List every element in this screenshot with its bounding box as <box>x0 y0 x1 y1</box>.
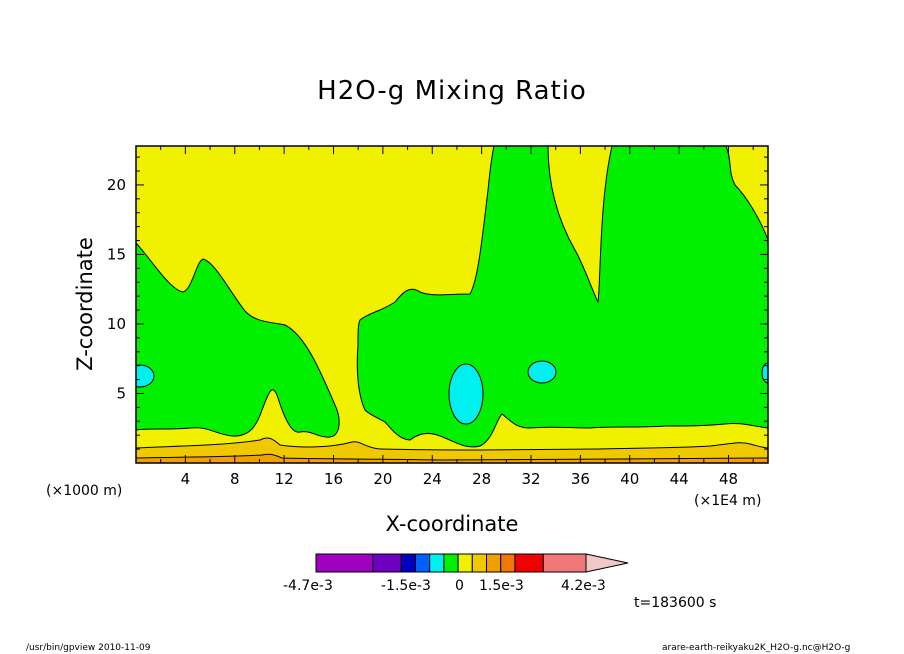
x-unit-label: (×1000 m) <box>46 483 123 499</box>
chart-title: H2O-g Mixing Ratio <box>317 76 587 106</box>
colorbar-label: 0 <box>455 578 464 594</box>
x-tick-label: 16 <box>324 470 343 488</box>
x-tick-label: 20 <box>373 470 392 488</box>
cyan-cell-left-edge <box>136 364 155 388</box>
cyan-cell-x26 <box>448 363 484 425</box>
y-tick-label: 5 <box>116 384 126 402</box>
x-tick-label: 32 <box>521 470 540 488</box>
x-tick-label: 40 <box>620 470 639 488</box>
y-axis-label: Z-coordinate <box>73 237 97 371</box>
y-tick-label: 15 <box>107 245 126 263</box>
x-tick-label: 12 <box>275 470 294 488</box>
colorbar-swatch <box>486 553 502 573</box>
cyan-cell-right-edge <box>761 362 768 384</box>
x-tick-label: 8 <box>230 470 240 488</box>
colorbar-extend-arrow <box>585 553 629 573</box>
y-unit-label: (×1E4 m) <box>694 493 762 509</box>
cyan-cell-x33 <box>527 360 557 384</box>
plot-frame <box>135 145 769 464</box>
colorbar-swatch <box>400 553 416 573</box>
colorbar: -4.7e-3 -1.5e-3 0 1.5e-3 4.2e-3 <box>283 553 629 594</box>
region-orange-bottom <box>136 453 768 463</box>
region-green-left <box>136 242 340 438</box>
x-axis-label: X-coordinate <box>385 512 519 536</box>
colorbar-swatch <box>471 553 488 573</box>
colorbar-label: -4.7e-3 <box>283 578 333 594</box>
x-tick-label: 4 <box>181 470 191 488</box>
x-tick-label: 28 <box>472 470 491 488</box>
colorbar-swatch <box>514 553 544 573</box>
colorbar-swatch <box>443 553 459 573</box>
colorbar-label: -1.5e-3 <box>381 578 431 594</box>
colorbar-swatch <box>500 553 516 573</box>
colorbar-swatch <box>372 553 402 573</box>
colorbar-label: 4.2e-3 <box>561 578 606 594</box>
time-label: t=183600 s <box>634 595 717 611</box>
x-tick-label: 36 <box>571 470 590 488</box>
x-tick-label: 44 <box>670 470 689 488</box>
colorbar-swatch <box>414 553 431 573</box>
footer-right: arare-earth-reikyaku2K_H2O-g.nc@H2O-g <box>662 643 851 653</box>
axis-ticks <box>136 146 768 463</box>
colorbar-swatch <box>429 553 445 573</box>
colorbar-label: 1.5e-3 <box>479 578 524 594</box>
x-tick-label: 48 <box>719 470 738 488</box>
y-tick-label: 20 <box>107 176 126 194</box>
footer-left: /usr/bin/gpview 2010-11-09 <box>26 643 151 653</box>
y-tick-label: 10 <box>107 315 126 333</box>
colorbar-swatch <box>457 553 473 573</box>
colorbar-swatch <box>542 553 587 573</box>
x-tick-label: 24 <box>423 470 442 488</box>
contour-field <box>136 146 768 463</box>
colorbar-swatch <box>315 553 374 573</box>
region-gold-low <box>136 437 768 463</box>
